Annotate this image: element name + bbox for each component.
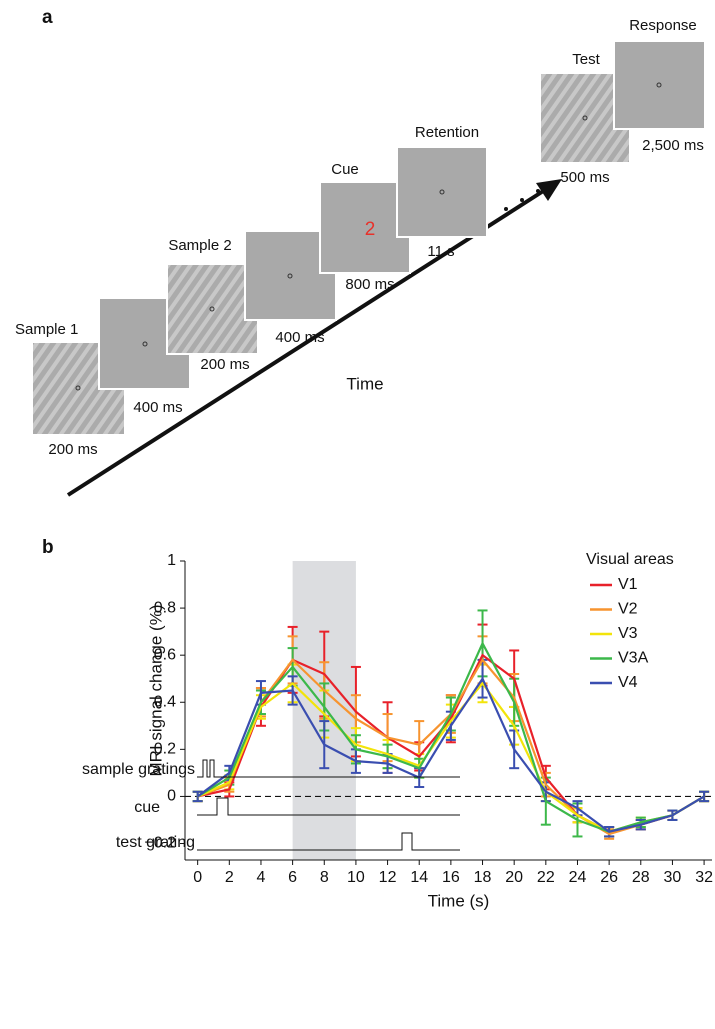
x-tick-label: 30 [664, 869, 682, 886]
x-tick-label: 22 [537, 869, 555, 886]
legend-label: V3 [618, 625, 638, 642]
x-tick-label: 0 [193, 869, 202, 886]
legend-label: V1 [618, 576, 638, 593]
timeline-label: test grating [116, 834, 195, 851]
frame-duration: 200 ms [200, 356, 249, 373]
series-line [197, 676, 705, 833]
x-tick-label: 14 [410, 869, 428, 886]
legend-label: V3A [618, 650, 649, 667]
x-tick-label: 32 [695, 869, 713, 886]
cue-digit: 2 [365, 219, 376, 240]
legend-title: Visual areas [586, 551, 674, 568]
time-arrow [66, 186, 550, 497]
x-tick-label: 4 [257, 869, 266, 886]
ellipsis [504, 189, 540, 211]
frame-name: Sample 2 [168, 237, 231, 254]
fixation [209, 306, 215, 312]
x-tick-label: 6 [288, 869, 297, 886]
x-tick-label: 2 [225, 869, 234, 886]
timeline-trace [197, 832, 460, 851]
x-tick-label: 28 [632, 869, 650, 886]
frame-name: Retention [415, 124, 479, 141]
frame-duration: 500 ms [560, 169, 609, 186]
arrow-head [536, 179, 562, 201]
x-tick-label: 26 [600, 869, 618, 886]
x-tick-label: 20 [505, 869, 523, 886]
y-tick-label: 0.8 [154, 599, 176, 616]
time-label: Time [346, 374, 383, 393]
y-tick-label: −0.2 [144, 835, 176, 852]
frame-name: Sample 1 [15, 321, 78, 338]
y-tick-label: 0.4 [154, 693, 176, 710]
panel-label: b [42, 537, 54, 558]
timeline-trace [197, 797, 460, 816]
legend-label: V2 [618, 601, 638, 618]
frame-duration: 200 ms [48, 441, 97, 458]
fixation [439, 189, 445, 195]
y-axis-label: MRI signal change (%) [146, 605, 165, 777]
y-tick-label: 0 [167, 788, 176, 805]
frame [396, 146, 488, 238]
frame [613, 40, 706, 130]
y-tick-label: 0.2 [154, 741, 176, 758]
timeline-label: sample gratings [82, 761, 195, 778]
fixation [656, 82, 662, 88]
fixation [75, 385, 81, 391]
chart: −0.200.20.40.60.810 2 4 6 8 10 12 14 16 18 20 22 24 2… [144, 551, 713, 910]
legend-label: V4 [618, 674, 638, 691]
y-tick-label: 1 [167, 552, 176, 569]
x-tick-label: 18 [474, 869, 492, 886]
x-tick-label: 12 [379, 869, 397, 886]
timeline-trace [197, 759, 460, 778]
y-tick-label: 0.6 [154, 646, 176, 663]
x-tick-label: 16 [442, 869, 460, 886]
frame-duration: 800 ms [345, 276, 394, 293]
error-bar [192, 790, 203, 803]
fixation [287, 273, 293, 279]
frame-duration: 400 ms [133, 399, 182, 416]
frame [319, 181, 411, 274]
frame-duration: 11 s [427, 243, 454, 260]
frame-name: Test [572, 51, 600, 68]
panel-label: a [42, 7, 53, 28]
frame [166, 263, 259, 355]
frame-name: Cue [331, 161, 359, 178]
x-tick-label: 10 [347, 869, 365, 886]
frame-duration: 2,500 ms [642, 137, 704, 154]
frame-name: Response [629, 17, 697, 34]
timeline-label: cue [134, 799, 160, 816]
x-tick-label: 24 [569, 869, 587, 886]
x-tick-label: 8 [320, 869, 329, 886]
fixation [142, 341, 148, 347]
x-axis-label: Time (s) [428, 891, 490, 910]
fixation [582, 115, 588, 121]
frame-duration: 400 ms [275, 329, 324, 346]
